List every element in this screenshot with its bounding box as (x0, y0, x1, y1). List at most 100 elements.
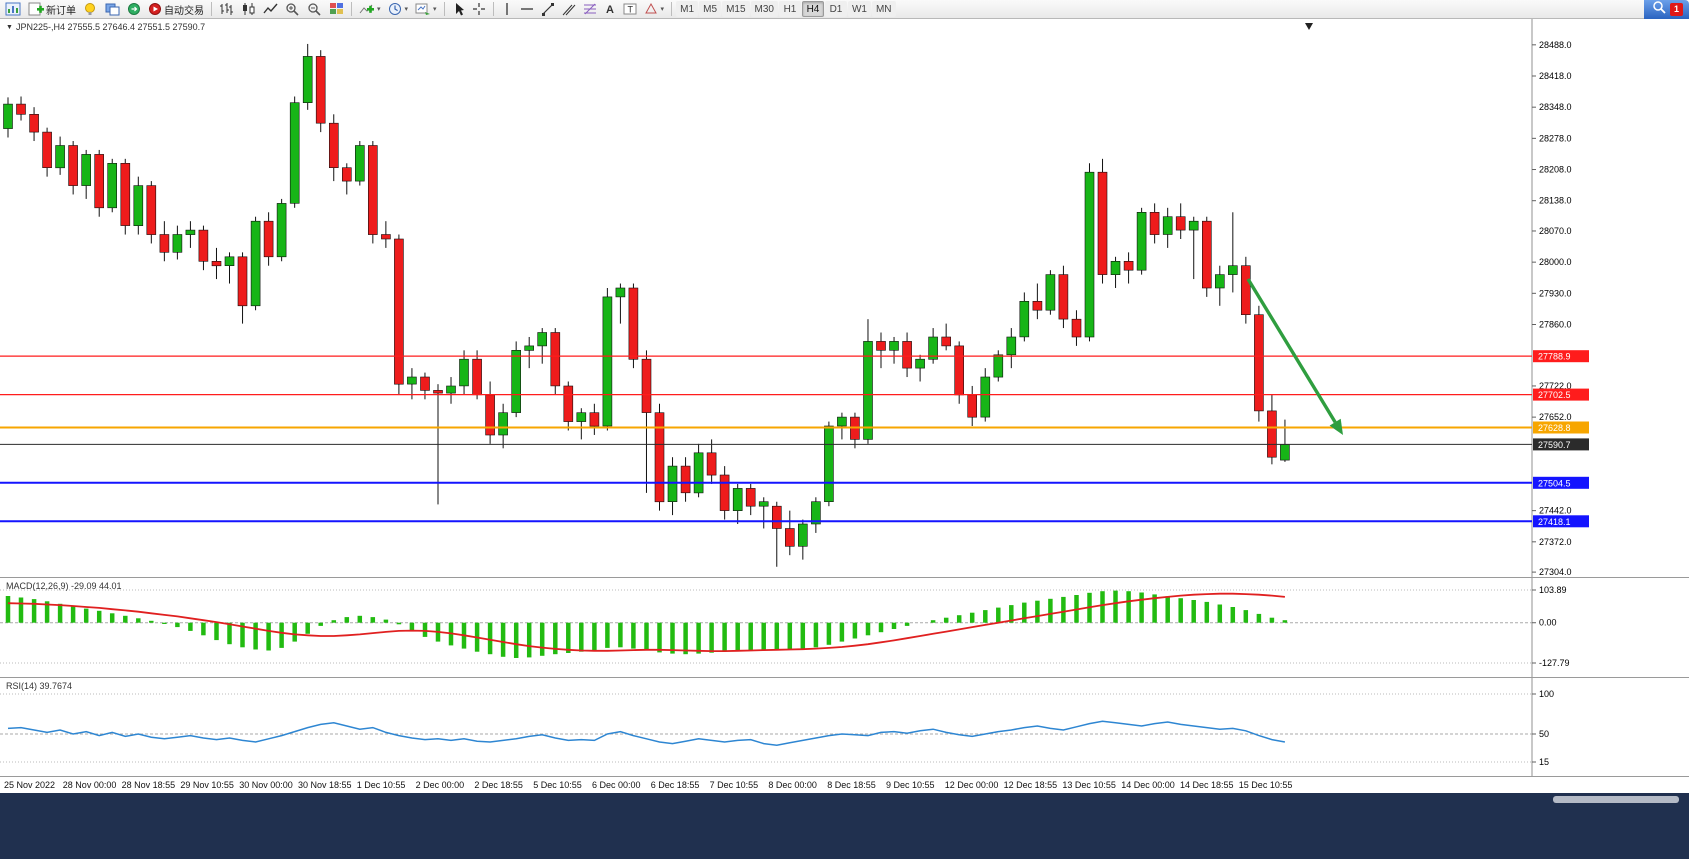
ideas-button[interactable] (80, 1, 100, 18)
notification-badge[interactable]: 1 (1670, 2, 1683, 16)
trend-arrow (1246, 278, 1343, 435)
market-windows-button[interactable] (101, 1, 123, 18)
time-label: 28 Nov 18:55 (121, 780, 176, 790)
bar-marker (1305, 23, 1313, 30)
timeframe-MN[interactable]: MN (871, 1, 896, 17)
chevron-down-icon: ▾ (404, 6, 409, 13)
svg-text:28000.0: 28000.0 (1539, 257, 1572, 267)
cursor-button[interactable] (449, 1, 468, 18)
chevron-down-icon: ▾ (433, 6, 437, 13)
indicators-button[interactable]: ▾ (356, 1, 384, 18)
ohlc-bars-icon (220, 3, 233, 15)
toolbar-separator (351, 2, 352, 16)
svg-text:27860.0: 27860.0 (1539, 319, 1572, 329)
bulb-icon (85, 3, 95, 15)
trendline-icon (541, 3, 554, 16)
svg-text:27652.0: 27652.0 (1539, 412, 1572, 422)
timeframe-H4[interactable]: H4 (801, 1, 824, 17)
periods-button[interactable]: ▾ (385, 1, 412, 18)
search-icon[interactable] (1652, 0, 1666, 19)
time-label: 14 Dec 18:55 (1180, 780, 1234, 790)
tile-windows-icon (330, 3, 343, 14)
bar-chart-type-button[interactable] (216, 1, 237, 18)
fibonacci-icon (583, 3, 596, 15)
timeframe-D1[interactable]: D1 (824, 1, 847, 17)
zoom-in-button[interactable] (282, 1, 303, 18)
svg-text:27628.8: 27628.8 (1538, 423, 1571, 433)
line-chart-type-button[interactable] (260, 1, 281, 18)
trendline-tool-button[interactable] (538, 1, 558, 18)
bottom-scrollbar-area (0, 793, 1689, 859)
rsi-label: RSI(14) 39.7674 (6, 681, 73, 691)
timeframe-toolbar: M1 M5 M15 M30 H1 H4 D1 W1 MN (676, 1, 896, 17)
vertical-line-tool-button[interactable] (498, 1, 516, 18)
macd-indicator-panel[interactable]: 103.89 0.00 -127.79 MACD(12,26,9) -29.09 4… (0, 577, 1689, 677)
svg-text:103.89: 103.89 (1539, 585, 1567, 595)
crosshair-button[interactable] (469, 1, 489, 18)
horizontal-scrollbar-handle[interactable] (1553, 796, 1679, 803)
text-tool-button[interactable]: A (601, 1, 619, 18)
svg-text:27442.0: 27442.0 (1539, 506, 1572, 516)
timeframe-M1[interactable]: M1 (676, 1, 699, 17)
svg-text:27304.0: 27304.0 (1539, 567, 1572, 577)
hline-icon (520, 8, 533, 10)
svg-text:-127.79: -127.79 (1539, 658, 1570, 668)
candlestick-chart[interactable]: 28488.0 28418.0 28348.0 28278.0 28208.0 28138… (0, 19, 1689, 577)
horizontal-lines-layer (0, 355, 1532, 523)
candle-chart-type-button[interactable] (238, 1, 259, 18)
label-icon: T (623, 3, 637, 15)
macd-signal-line (7, 592, 1285, 652)
zoom-out-icon (308, 3, 321, 16)
line-chart-icon (263, 3, 278, 14)
autotrading-button[interactable]: 自动交易 (145, 1, 207, 18)
svg-text:A: A (606, 4, 614, 16)
green-circle-icon (128, 3, 140, 15)
fibonacci-tool-button[interactable] (580, 1, 600, 18)
candles-layer (3, 43, 1290, 567)
svg-text:27702.5: 27702.5 (1538, 390, 1571, 400)
time-label: 9 Dec 10:55 (886, 780, 935, 790)
timeframe-W1[interactable]: W1 (847, 1, 871, 17)
toolbar-separator (211, 2, 212, 16)
timeframe-H1[interactable]: H1 (778, 1, 801, 17)
app-chart-icon (2, 0, 24, 19)
quotes-button[interactable] (124, 1, 144, 18)
svg-text:T: T (627, 5, 633, 15)
svg-text:28208.0: 28208.0 (1539, 165, 1572, 175)
shapes-tool-button[interactable]: ▾ (641, 1, 668, 18)
tile-windows-button[interactable] (326, 1, 347, 18)
candles-icon (243, 3, 255, 15)
svg-text:27590.7: 27590.7 (1538, 440, 1571, 450)
time-label: 5 Dec 10:55 (533, 780, 582, 790)
macd-chart[interactable]: 103.89 0.00 -127.79 (0, 578, 1689, 677)
time-label: 6 Dec 18:55 (650, 780, 700, 790)
toolbar-separator (671, 2, 673, 16)
timeframe-M5[interactable]: M5 (699, 1, 722, 17)
horizontal-line-tool-button[interactable] (517, 1, 537, 18)
time-label: 30 Nov 18:55 (298, 780, 352, 790)
time-label: 29 Nov 10:55 (180, 780, 234, 790)
timeframe-M15[interactable]: M15 (722, 1, 750, 17)
zoom-out-button[interactable] (304, 1, 325, 18)
vline-icon (505, 3, 508, 15)
channel-tool-button[interactable] (559, 1, 579, 18)
timeframe-M30[interactable]: M30 (750, 1, 778, 17)
rsi-indicator-panel[interactable]: 100 50 15 RSI(14) 39.7674 (0, 677, 1689, 776)
label-tool-button[interactable]: T (620, 1, 640, 18)
new-order-button[interactable]: 新订单 (25, 1, 79, 18)
symbol-dropdown-icon[interactable]: ▼ (6, 23, 13, 31)
price-tags: 27788.9 27702.5 27628.8 27590.7 27504.5 27418… (1533, 350, 1589, 528)
rsi-chart[interactable]: 100 50 15 (0, 678, 1689, 776)
channel-icon (562, 4, 575, 16)
new-order-label: 新订单 (46, 5, 76, 17)
templates-button[interactable]: ▾ (412, 1, 440, 18)
svg-text:15: 15 (1539, 757, 1549, 767)
svg-text:27504.5: 27504.5 (1538, 478, 1571, 488)
time-label: 2 Dec 00:00 (415, 780, 465, 790)
crosshair-icon (472, 3, 485, 15)
price-chart-panel[interactable]: 28488.0 28418.0 28348.0 28278.0 28208.0 28138… (0, 19, 1689, 577)
new-order-icon (28, 2, 44, 16)
rsi-line (7, 720, 1286, 746)
time-label: 25 Nov 2022 (4, 780, 56, 790)
